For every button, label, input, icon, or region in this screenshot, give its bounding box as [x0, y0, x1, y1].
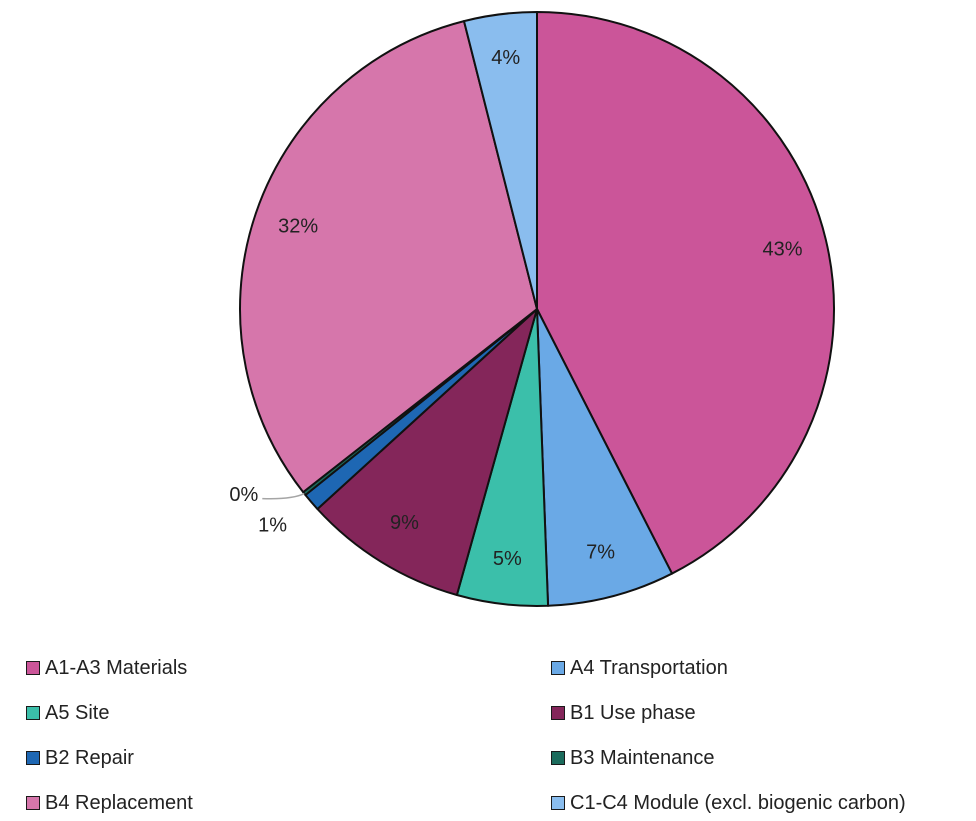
- slice-label-b3-maintenance: 0%: [229, 484, 258, 506]
- legend-label: A5 Site: [45, 701, 110, 724]
- pie-slices: [238, 11, 836, 607]
- slice-label-a4-transportation: 7%: [586, 542, 615, 564]
- legend-swatch: [551, 661, 565, 675]
- legend-item-b1-use-phase: B1 Use phase: [551, 698, 696, 728]
- pie-chart: 43% 7% 5% 9% 1%0% 32% 4%: [229, 11, 836, 607]
- legend-swatch: [551, 796, 565, 810]
- slice-a1-a3-materials: [536, 11, 836, 575]
- slice-b4-replacement: [238, 20, 538, 494]
- legend-item-b3-maintenance: B3 Maintenance: [551, 743, 715, 773]
- slice-label-a1-a3-materials: 43%: [762, 238, 802, 260]
- legend-label: C1-C4 Module (excl. biogenic carbon): [570, 791, 906, 814]
- slice-a4-transportation: [536, 308, 673, 607]
- legend-swatch: [26, 661, 40, 675]
- slice-label-b4-replacement: 32%: [278, 216, 318, 238]
- slice-c1-c4-module-excl-biogenic-carbon: [463, 11, 538, 310]
- legend-item-a1-a3-materials: A1-A3 Materials: [26, 653, 187, 683]
- legend-label: B1 Use phase: [570, 701, 696, 724]
- slice-b1-use-phase: [316, 308, 538, 596]
- legend-swatch: [551, 751, 565, 765]
- slice-label-c1-c4-module-excl-biogenic-carbon: 4%: [491, 47, 520, 69]
- slice-label-b1-use-phase: 9%: [390, 512, 419, 534]
- legend-label: B4 Replacement: [45, 791, 193, 814]
- leader-lines: [262, 492, 305, 500]
- leader-line-b3-maintenance: [262, 492, 305, 500]
- legend-label: A1-A3 Materials: [45, 656, 188, 679]
- legend-label: B3 Maintenance: [570, 746, 715, 769]
- legend-item-c1-c4-module-excl-biogenic-carbon: C1-C4 Module (excl. biogenic carbon): [551, 788, 906, 818]
- slice-labels: 43% 7% 5% 9% 1%0% 32% 4%: [229, 47, 802, 570]
- legend-item-a5-site: A5 Site: [26, 698, 109, 728]
- legend-item-a4-transportation: A4 Transportation: [551, 653, 728, 683]
- legend-label: B2 Repair: [45, 746, 134, 769]
- legend-swatch: [26, 796, 40, 810]
- legend-label: A4 Transportation: [570, 656, 728, 679]
- legend-swatch: [551, 706, 565, 720]
- slice-label-b2-repair: 1%: [258, 515, 287, 537]
- legend-item-b2-repair: B2 Repair: [26, 743, 134, 773]
- legend: A1-A3 Materials A4 Transportation A5 Site B…: [0, 648, 976, 821]
- slice-label-a5-site: 5%: [493, 548, 522, 570]
- legend-swatch: [26, 706, 40, 720]
- legend-item-b4-replacement: B4 Replacement: [26, 788, 193, 818]
- legend-swatch: [26, 751, 40, 765]
